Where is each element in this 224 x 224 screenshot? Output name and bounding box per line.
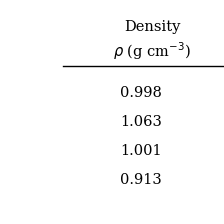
Text: Density: Density: [124, 20, 181, 34]
Text: $\rho$ (g cm$^{-3}$): $\rho$ (g cm$^{-3}$): [113, 41, 191, 62]
Text: 1.063: 1.063: [120, 115, 162, 129]
Text: 0.998: 0.998: [120, 86, 162, 100]
Text: 0.913: 0.913: [120, 173, 162, 187]
Text: 1.001: 1.001: [120, 144, 162, 158]
